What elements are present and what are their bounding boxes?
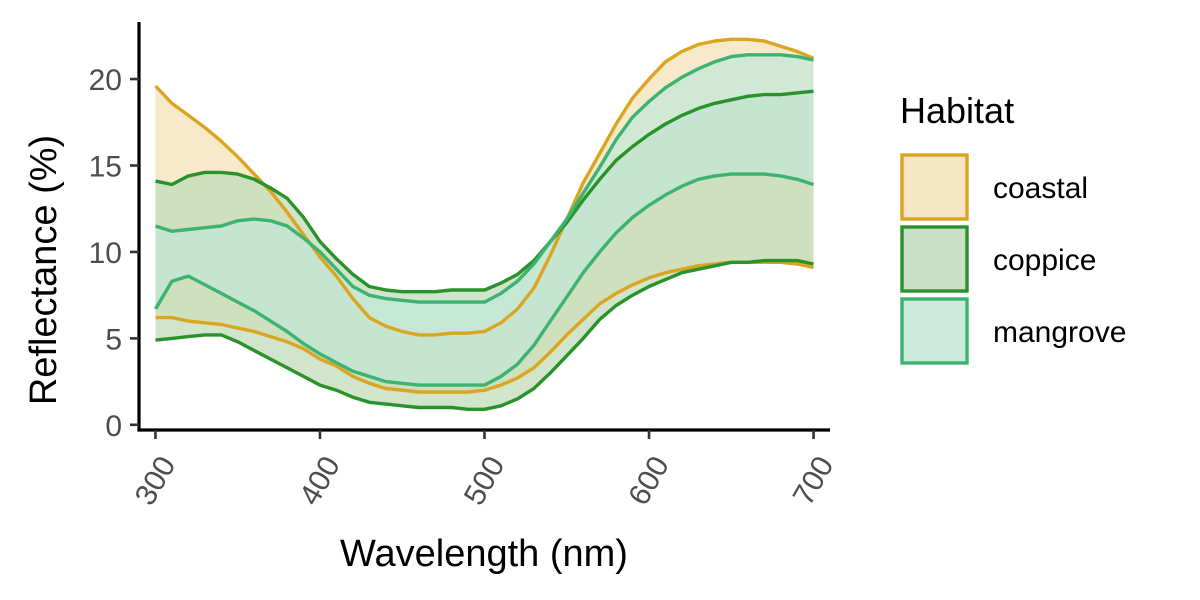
band-fill-mangrove	[155, 54, 814, 386]
legend-swatch-coppice	[900, 225, 969, 293]
lower-line-mangrove	[154, 172, 815, 387]
legend-title: Habitat	[900, 90, 1014, 131]
y-tick-label: 10	[89, 237, 122, 270]
chart-bands	[154, 37, 815, 411]
y-ticks: 0 5 10 15 20	[89, 64, 139, 443]
legend-swatch-mangrove	[900, 297, 969, 365]
y-tick-label: 15	[89, 150, 122, 183]
upper-line-mangrove	[154, 53, 814, 304]
legend-label-mangrove: mangrove	[993, 316, 1126, 349]
x-tick-label: 700	[787, 451, 841, 511]
x-axis-title: Wavelength (nm)	[340, 533, 628, 575]
lower-line-coastal	[155, 260, 814, 394]
y-tick-label: 0	[105, 410, 122, 443]
x-ticks: 300 400 500 600 700	[129, 430, 841, 511]
upper-line-coppice	[155, 89, 814, 294]
y-axis-title: Reflectance (%)	[23, 135, 65, 405]
y-tick-label: 5	[105, 323, 122, 356]
x-tick-label: 500	[458, 451, 512, 511]
legend: Habitat coastal coppice mangrove	[900, 90, 1126, 365]
lower-line-coppice	[155, 258, 814, 411]
legend-label-coppice: coppice	[993, 244, 1096, 277]
legend-swatch-coastal	[900, 153, 969, 221]
x-tick-label: 600	[622, 451, 676, 511]
y-tick-label: 20	[89, 64, 122, 97]
legend-label-coastal: coastal	[993, 172, 1088, 205]
x-tick-label: 400	[293, 451, 347, 511]
x-tick-label: 300	[129, 451, 183, 511]
